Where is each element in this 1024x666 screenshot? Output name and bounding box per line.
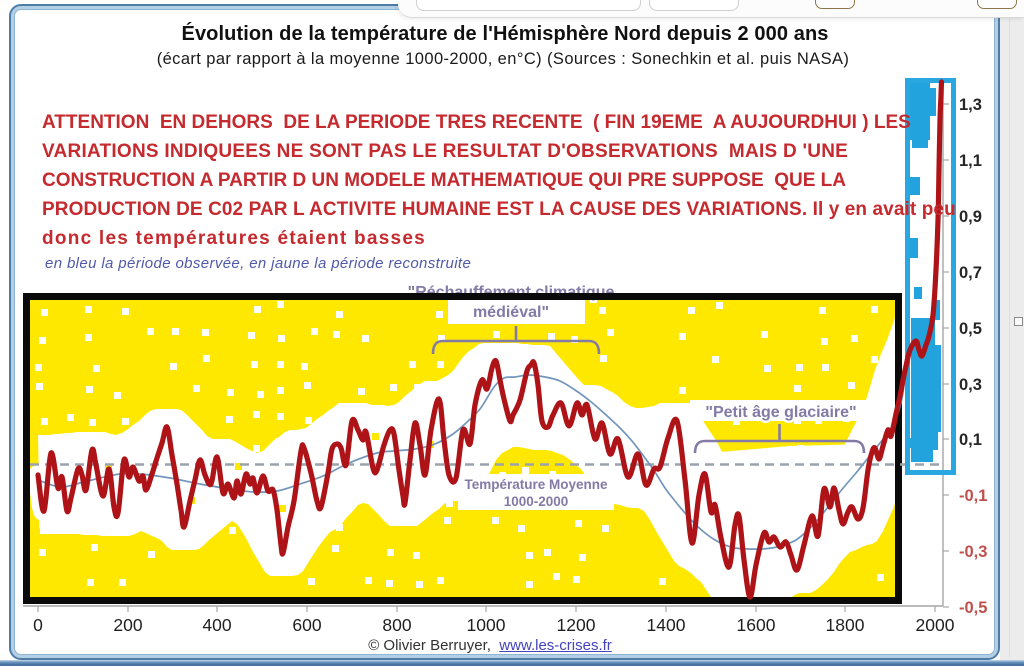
svg-text:1400: 1400 — [647, 615, 686, 635]
svg-text:-0,5: -0,5 — [959, 599, 987, 617]
svg-text:400: 400 — [202, 615, 231, 635]
svg-text:2000: 2000 — [916, 615, 955, 635]
svg-text:-0,1: -0,1 — [959, 487, 987, 505]
svg-text:"Petit âge glaciaire": "Petit âge glaciaire" — [705, 404, 856, 421]
svg-text:1000: 1000 — [467, 615, 506, 635]
svg-text:1800: 1800 — [826, 615, 865, 635]
svg-text:1000-2000: 1000-2000 — [504, 494, 569, 509]
svg-text:1,3: 1,3 — [959, 96, 982, 114]
svg-text:0,7: 0,7 — [959, 264, 982, 282]
svg-text:0,1: 0,1 — [959, 431, 982, 449]
svg-text:800: 800 — [382, 615, 411, 635]
svg-text:0,3: 0,3 — [959, 376, 982, 394]
svg-text:-0,3: -0,3 — [959, 543, 987, 561]
svg-text:600: 600 — [292, 615, 321, 635]
svg-text:200: 200 — [113, 615, 142, 635]
svg-text:1200: 1200 — [557, 615, 596, 635]
svg-text:médiéval": médiéval" — [473, 304, 549, 321]
svg-text:0,5: 0,5 — [959, 320, 982, 338]
svg-text:Température Moyenne: Température Moyenne — [464, 477, 608, 492]
svg-text:1600: 1600 — [737, 615, 776, 635]
svg-text:0: 0 — [33, 615, 43, 635]
svg-text:0,9: 0,9 — [959, 208, 982, 226]
svg-text:1,1: 1,1 — [959, 152, 982, 170]
